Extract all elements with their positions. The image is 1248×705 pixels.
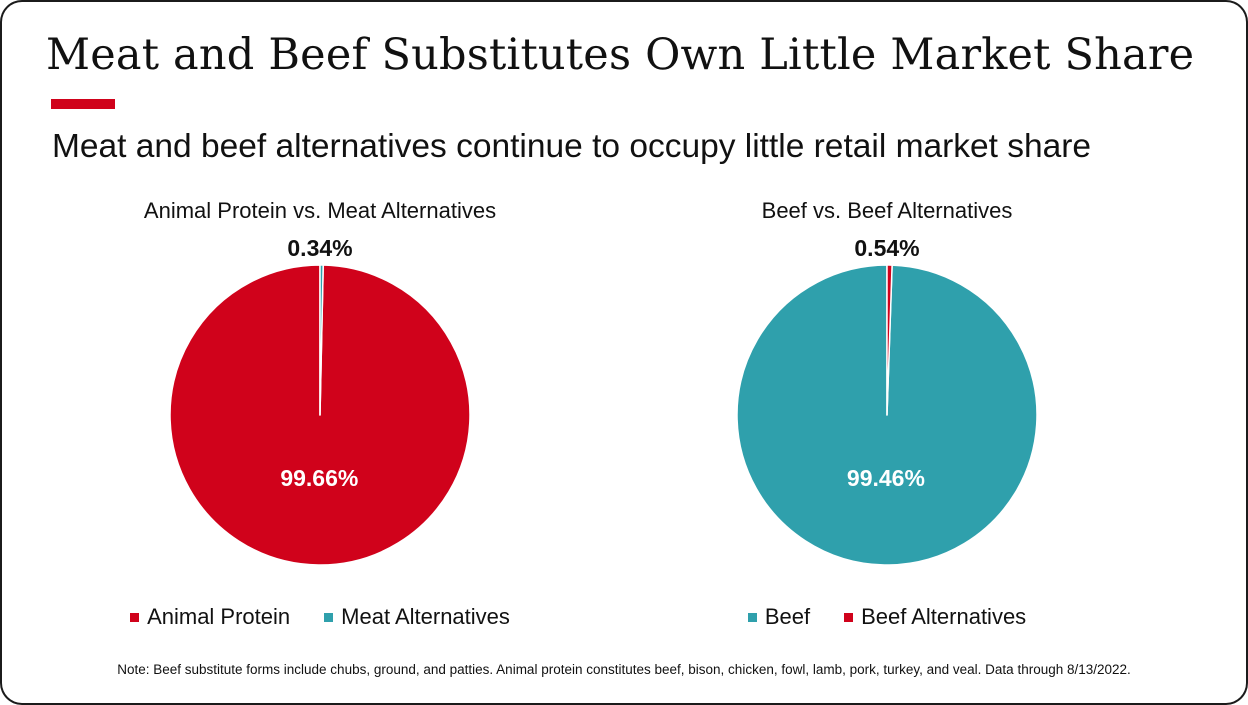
legend-swatch [130, 612, 140, 622]
legend-item-beef: Beef [747, 604, 811, 630]
chart-legend: Animal Protein Meat Alternatives [70, 604, 570, 630]
chart-legend: Beef Beef Alternatives [637, 604, 1137, 630]
legend-label: Animal Protein [147, 604, 291, 629]
chart-panel-animal-protein: Animal Protein vs. Meat Alternatives 99.… [70, 190, 570, 650]
data-label-animal-protein: 99.66% [280, 465, 358, 491]
legend-label: Beef Alternatives [861, 604, 1027, 629]
legend-swatch [324, 612, 334, 622]
legend-item-beef-alternatives: Beef Alternatives [844, 604, 1026, 630]
data-label-beef: 99.46% [847, 465, 925, 491]
chart-title: Animal Protein vs. Meat Alternatives [143, 198, 497, 223]
legend-item-animal-protein: Animal Protein [130, 604, 290, 630]
pie-chart-animal-protein: 99.66% 0.34% [169, 235, 471, 566]
legend-swatch [844, 612, 854, 622]
title-accent-bar [51, 99, 115, 109]
chart-title: Beef vs. Beef Alternatives [761, 198, 1013, 223]
page-subtitle: Meat and beef alternatives continue to o… [52, 128, 1092, 165]
pie-slice-beef-alternatives [886, 264, 893, 416]
data-label-beef-alternatives: 0.54% [854, 235, 919, 261]
legend-item-meat-alternatives: Meat Alternatives [324, 604, 510, 630]
pie-chart-beef: 99.46% 0.54% [736, 235, 1038, 566]
pie-slice-meat-alternatives [319, 264, 324, 416]
data-label-meat-alternatives: 0.34% [287, 235, 352, 261]
footnote: Note: Beef substitute forms include chub… [117, 662, 1131, 677]
legend-label: Meat Alternatives [341, 604, 510, 629]
legend-swatch [747, 612, 757, 622]
chart-panel-beef: Beef vs. Beef Alternatives 99.46% 0.54% B… [637, 190, 1137, 650]
legend-label: Beef [764, 604, 811, 629]
page-title: Meat and Beef Substitutes Own Little Mar… [46, 30, 1195, 80]
